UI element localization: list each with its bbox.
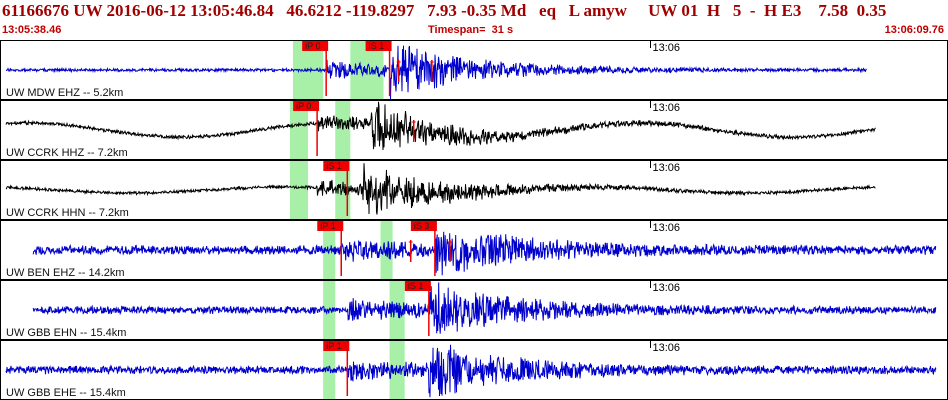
waveform-trace [5, 45, 867, 100]
trace-panel: 13:06 iP 0 UW CCRK HHZ -- 7.2km [0, 100, 948, 160]
end-time: 13:06:09.76 [884, 24, 944, 36]
trace-station-label: UW BEN EHZ -- 14.2km [6, 267, 125, 279]
trace-station-label: UW CCRK HHN -- 7.2km [6, 207, 129, 219]
pick-window-band [323, 341, 336, 399]
waveform-trace [5, 101, 876, 151]
pick-label-box [323, 161, 350, 171]
pick-label-box [323, 341, 350, 351]
pick-label: iS 1 [369, 41, 385, 51]
waveform-trace [5, 344, 937, 398]
waveform-trace [32, 282, 937, 334]
trace-station-label: UW GBB EHN -- 15.4km [6, 327, 126, 339]
minute-tick-label: 13:06 [653, 222, 681, 234]
trace-station-label: UW CCRK HHZ -- 7.2km [6, 147, 128, 159]
trace-station-label: UW MDW EHZ -- 5.2km [6, 87, 123, 99]
start-time: 13:05:38.46 [2, 24, 62, 36]
minute-tick-label: 13:06 [653, 282, 681, 294]
timespan-label: Timespan= 31 s [428, 24, 514, 36]
pick-window-band [289, 161, 309, 219]
pick-label-box [410, 221, 437, 231]
pick-label: iS 1 [408, 281, 424, 291]
panel-border [0, 100, 948, 160]
pick-label: iP 1 [326, 341, 341, 351]
pick-label: iS 3 [414, 221, 430, 231]
trace-panel: 13:06 iS 1 UW GBB EHN -- 15.4km [0, 280, 948, 340]
pick-window-band [335, 101, 351, 159]
seismogram-plot: 13:06 iP 0 iS 1 UW MDW EHZ -- 5.2km 13:06 iP … [0, 40, 948, 400]
pick-label-box [317, 221, 344, 231]
trace-panel: 13:06 iP 1 UW GBB EHE -- 15.4km [0, 340, 948, 400]
waveform-trace [32, 231, 937, 276]
trace-panel: 13:06 iS 1 UW CCRK HHN -- 7.2km [0, 160, 948, 220]
pick-label-box [365, 41, 392, 51]
trace-panel: 13:06 iP 1 iS 3 UW BEN EHZ -- 14.2km [0, 220, 948, 280]
event-header: 61166676 UW 2016-06-12 13:05:46.84 46.62… [0, 0, 948, 40]
minute-tick-label: 13:06 [653, 162, 681, 174]
minute-tick-label: 13:06 [653, 102, 681, 114]
pick-label: iP 0 [296, 101, 311, 111]
minute-tick-label: 13:06 [653, 342, 681, 354]
waveform-trace [5, 163, 876, 215]
trace-station-label: UW GBB EHE -- 15.4km [6, 387, 126, 399]
pick-label-box [302, 41, 329, 51]
minute-tick-label: 13:06 [653, 42, 681, 54]
pick-label-box [404, 281, 431, 291]
trace-panel: 13:06 iP 0 iS 1 UW MDW EHZ -- 5.2km [0, 40, 948, 100]
pick-label: iP 1 [320, 221, 335, 231]
pick-window-band [289, 101, 309, 159]
pick-label-box [293, 101, 320, 111]
pick-window-band [335, 161, 351, 219]
event-title: 61166676 UW 2016-06-12 13:05:46.84 46.62… [2, 1, 887, 20]
pick-label: iP 0 [305, 41, 320, 51]
pick-label: iS 1 [326, 161, 342, 171]
